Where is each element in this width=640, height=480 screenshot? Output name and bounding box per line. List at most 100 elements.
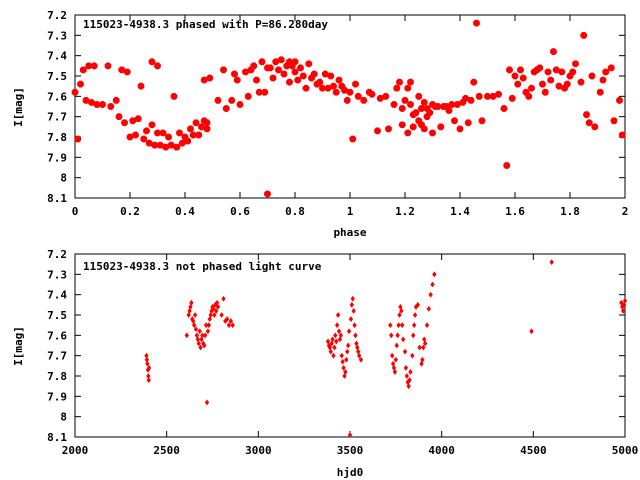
phased-data-point — [244, 92, 252, 100]
phased-y-tick-label: 8 — [60, 172, 67, 185]
phased-data-point — [398, 121, 406, 129]
unphased-data-point — [347, 432, 353, 438]
phased-data-point — [266, 64, 274, 72]
unphased-data-point — [144, 356, 150, 363]
unphased-y-tick-label: 7.4 — [47, 289, 67, 302]
phased-plot-title: 115023-4938.3 phased with P=86.280day — [83, 18, 328, 31]
phased-data-point — [291, 58, 299, 66]
unphased-data-point — [407, 377, 412, 383]
phased-data-point — [420, 99, 428, 106]
phased-data-point — [264, 190, 271, 198]
unphased-x-axis-label: hjd0 — [337, 466, 364, 479]
unphased-y-tick-label: 8.1 — [47, 431, 67, 444]
phased-data-point — [176, 129, 183, 137]
phased-data-point — [187, 125, 194, 133]
unphased-data-point — [145, 360, 150, 367]
unphased-data-point — [348, 316, 354, 322]
phased-data-point — [151, 141, 159, 149]
unphased-data-point — [394, 342, 399, 349]
phased-data-point — [360, 97, 368, 104]
unphased-data-point — [345, 348, 350, 355]
unphased-data-point — [328, 348, 333, 355]
phased-data-point — [261, 88, 269, 96]
phased-data-point — [90, 62, 98, 70]
unphased-data-point — [204, 399, 210, 406]
unphased-data-point — [340, 358, 345, 365]
phased-data-point — [112, 97, 120, 104]
phased-data-point — [470, 78, 478, 86]
phased-data-point — [253, 76, 260, 84]
unphased-data-point — [396, 322, 401, 329]
unphased-data-point — [146, 377, 151, 383]
unphased-data-point — [336, 328, 342, 335]
unphased-data-point — [333, 332, 338, 339]
unphased-data-point — [211, 305, 216, 312]
phased-data-point — [506, 66, 513, 74]
phased-data-point — [231, 70, 238, 78]
phased-data-point — [475, 92, 483, 100]
phased-data-point — [412, 109, 420, 116]
phased-data-point — [104, 62, 112, 70]
phased-y-tick-label: 7.8 — [47, 131, 67, 144]
phased-data-point — [547, 76, 555, 84]
unphased-x-tick-label: 2000 — [62, 444, 89, 457]
unphased-data-point — [197, 328, 202, 335]
unphased-data-point — [415, 301, 421, 308]
phased-data-point — [170, 92, 178, 100]
phased-data-point — [280, 70, 288, 78]
phased-data-point — [349, 135, 357, 143]
unphased-data-point — [432, 271, 437, 278]
unphased-data-point — [221, 295, 226, 302]
phased-data-point — [415, 92, 423, 100]
unphased-data-point — [330, 336, 335, 343]
unphased-x-tick-label: 3000 — [245, 444, 272, 457]
phased-data-point — [156, 141, 164, 149]
phased-data-point — [352, 80, 359, 88]
phased-data-point — [616, 97, 623, 104]
phased-plot-frame — [74, 14, 626, 199]
unphased-y-axis-label: I[mag] — [12, 326, 25, 366]
unphased-data-point — [208, 312, 213, 318]
phased-y-tick-label: 7.3 — [47, 29, 67, 42]
phased-data-point — [346, 88, 354, 96]
unphased-data-point — [356, 352, 362, 359]
phased-x-tick-label: 1 — [347, 205, 354, 218]
phased-data-point — [607, 64, 615, 72]
phased-x-tick-label: 1.8 — [560, 205, 580, 218]
phased-data-point — [583, 111, 590, 118]
phased-data-point — [404, 129, 412, 137]
phased-data-point — [228, 97, 236, 104]
phased-data-point — [332, 88, 340, 96]
phased-data-point — [214, 97, 222, 104]
phased-data-point — [577, 78, 585, 86]
phased-x-axis: 0 0.2 0.4 0.6 0.8 1 1.2 1.4 1.6 1.8 2 — [72, 15, 628, 218]
phased-data-point — [418, 105, 425, 112]
phased-data-point — [404, 84, 412, 92]
unphased-data-point — [189, 299, 194, 306]
phased-data-point — [451, 117, 458, 125]
phased-data-point — [74, 135, 82, 143]
phased-x-tick-label: 0 — [72, 205, 79, 218]
phased-data-point — [591, 123, 599, 131]
unphased-plot: 7.2 7.3 7.4 7.5 7.6 7.7 7.8 7.9 8 8.1 2000 2500 300… — [12, 248, 638, 479]
phased-plot: 7.27.37.47.57.67.77.87.988.1 0 0.2 0.4 0.6 0… — [12, 9, 628, 239]
unphased-data-point — [388, 322, 393, 329]
phased-data-point — [599, 76, 607, 84]
phased-data-point — [368, 90, 376, 98]
phased-data-point — [343, 97, 351, 104]
phased-data-point — [148, 121, 156, 129]
unphased-data-point — [335, 312, 341, 318]
phased-data-point — [511, 72, 519, 80]
phased-data-point — [426, 109, 434, 116]
phased-data-point — [178, 139, 186, 147]
unphased-data-point — [421, 344, 426, 351]
phased-x-tick-label: 0.8 — [285, 205, 305, 218]
phased-data-point — [528, 84, 535, 92]
phased-x-axis-label: phase — [333, 226, 366, 239]
phased-data-point — [544, 68, 552, 76]
unphased-data-point — [343, 369, 348, 375]
unphased-data-point — [410, 352, 415, 359]
phased-y-tick-label: 7.5 — [47, 70, 67, 83]
phased-data-point — [277, 56, 285, 64]
